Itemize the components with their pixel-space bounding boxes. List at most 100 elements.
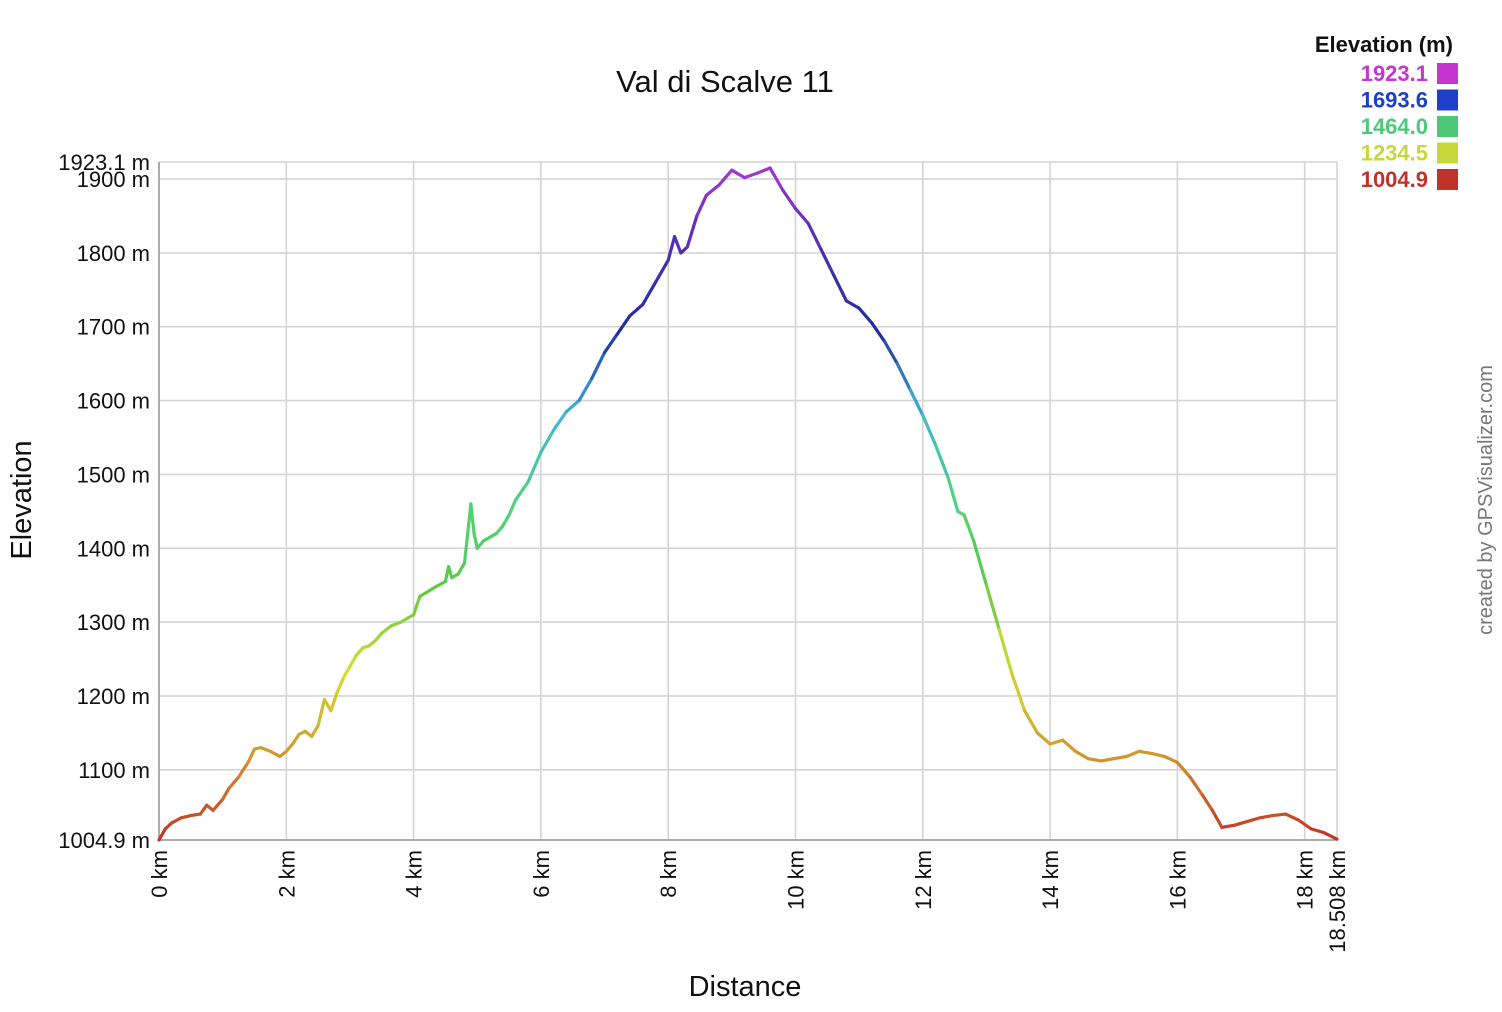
elevation-segment-51 — [507, 498, 518, 517]
elevation-segment-4 — [189, 812, 202, 818]
x-tick-label-3: 6 km — [529, 850, 554, 898]
elevation-segment-23 — [329, 690, 339, 713]
elevation-segment-59 — [602, 332, 619, 355]
elevation-segment-14 — [268, 749, 282, 759]
elevation-segment-65 — [672, 235, 683, 255]
elevation-segment-11 — [246, 747, 257, 764]
elevation-segment-100 — [1086, 757, 1103, 763]
y-tick-label-10: 1923.1 m — [58, 150, 150, 175]
elevation-segment-91 — [972, 539, 989, 587]
y-tick-label-0: 1004.9 m — [58, 828, 150, 853]
legend-value-2: 1464.0 — [1361, 114, 1428, 139]
legend-value-0: 1923.1 — [1361, 61, 1428, 86]
elevation-segment-103 — [1124, 749, 1141, 759]
elevation-segment-85 — [908, 387, 925, 417]
elevation-segment-43 — [462, 502, 473, 565]
y-tick-label-8: 1800 m — [77, 241, 150, 266]
y-tick-label-6: 1600 m — [77, 389, 150, 414]
y-tick-label-9: 1900 m — [77, 167, 150, 192]
elevation-segment-93 — [997, 627, 1014, 676]
elevation-segment-84 — [895, 362, 912, 392]
legend-swatch-3 — [1437, 142, 1458, 164]
elevation-segment-62 — [641, 280, 658, 307]
elevation-segment-87 — [933, 443, 950, 480]
elevation-segment-22 — [322, 698, 333, 713]
elevation-segment-68 — [695, 193, 708, 218]
elevation-segment-106 — [1163, 754, 1179, 764]
elevation-segment-112 — [1233, 819, 1249, 827]
elevation-segment-79 — [832, 273, 849, 303]
legend-value-4: 1004.9 — [1361, 167, 1428, 192]
elevation-segment-88 — [946, 476, 960, 513]
elevation-segment-42 — [456, 561, 467, 576]
axes — [158, 162, 1337, 841]
elevation-segment-44 — [469, 502, 476, 536]
x-tick-labels: 0 km 2 km 4 km 6 km 8 km 10 km 12 km 14 km 16 km… — [147, 850, 1350, 953]
elevation-segment-16 — [284, 742, 295, 753]
elevation-segment-107 — [1175, 760, 1192, 779]
y-tick-label-2: 1200 m — [77, 684, 150, 709]
y-axis-title: Elevation — [6, 440, 38, 559]
elevation-segment-10 — [236, 760, 250, 779]
elevation-segment-72 — [742, 171, 759, 180]
elevation-segment-5 — [198, 803, 209, 816]
elevation-segment-46 — [475, 539, 486, 550]
elevation-segment-78 — [819, 247, 836, 277]
elevation-segment-50 — [501, 513, 511, 528]
elevation-segment-80 — [844, 299, 861, 310]
x-tick-label-9: 18 km — [1293, 850, 1318, 910]
elevation-segment-67 — [685, 214, 699, 249]
elevation-segment-119 — [1322, 830, 1339, 841]
elevation-segment-90 — [962, 513, 976, 543]
elevation-segment-69 — [704, 183, 721, 197]
elevation-segment-110 — [1210, 808, 1224, 829]
elevation-segment-61 — [628, 302, 645, 318]
legend-title: Elevation (m) — [1315, 32, 1453, 57]
elevation-segment-81 — [857, 306, 874, 325]
elevation-line — [157, 166, 1339, 842]
elevation-segment-105 — [1150, 751, 1167, 759]
elevation-segment-27 — [354, 646, 365, 657]
x-tick-label-0: 0 km — [147, 850, 172, 898]
y-tick-labels: 1004.9 m 1100 m 1200 m 1300 m 1400 m 1500 m 16… — [58, 150, 150, 853]
elevation-segment-74 — [768, 166, 785, 192]
elevation-segment-25 — [341, 664, 352, 680]
elevation-segment-117 — [1296, 818, 1313, 831]
elevation-segment-98 — [1061, 738, 1078, 753]
elevation-segment-86 — [921, 413, 938, 447]
legend-swatch-2 — [1437, 116, 1458, 137]
elevation-segment-113 — [1245, 816, 1262, 824]
elevation-segment-8 — [221, 786, 231, 801]
elevation-segment-101 — [1099, 757, 1116, 763]
x-axis-title: Distance — [689, 971, 802, 1003]
elevation-segment-96 — [1035, 731, 1052, 746]
elevation-segment-31 — [380, 624, 393, 635]
elevation-segment-55 — [552, 410, 568, 432]
elevation-segment-32 — [389, 620, 403, 628]
elevation-segment-17 — [291, 732, 301, 746]
legend-value-3: 1234.5 — [1361, 141, 1428, 166]
x-tick-label-7: 14 km — [1038, 850, 1063, 910]
elevation-segment-13 — [259, 746, 272, 753]
legend-swatch-4 — [1437, 169, 1458, 190]
y-tick-label-1: 1100 m — [78, 758, 150, 783]
x-tick-label-8: 16 km — [1165, 850, 1190, 910]
elevation-segment-60 — [615, 314, 632, 336]
elevation-segment-53 — [526, 450, 543, 484]
elevation-segment-114 — [1258, 813, 1275, 820]
elevation-segment-104 — [1137, 749, 1154, 756]
elevation-segment-73 — [755, 166, 772, 175]
elevation-segment-7 — [211, 797, 225, 812]
elevation-segment-76 — [793, 206, 810, 225]
elevation-segment-26 — [348, 653, 358, 669]
elevation-segment-70 — [717, 168, 734, 187]
elevation-segment-45 — [472, 531, 479, 550]
elevation-segment-30 — [373, 631, 384, 643]
elevation-segment-77 — [806, 221, 823, 251]
y-tick-label-4: 1400 m — [77, 536, 150, 561]
legend-swatch-1 — [1437, 89, 1458, 111]
elevation-segment-111 — [1220, 823, 1237, 829]
elevation-segment-9 — [227, 775, 241, 790]
